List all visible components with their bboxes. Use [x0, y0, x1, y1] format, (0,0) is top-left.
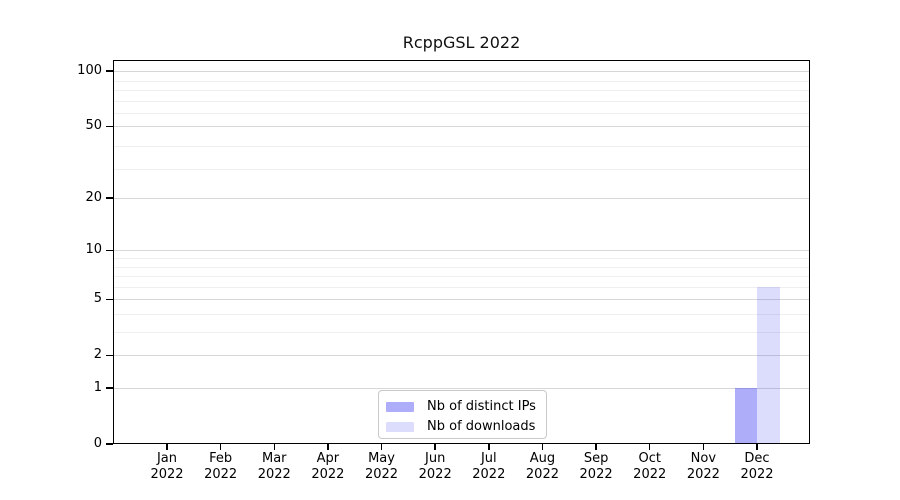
legend-item-distinct-ips: Nb of distinct IPs [385, 398, 540, 415]
x-tick-label-year: 2022 [311, 467, 345, 482]
bars-layer [113, 60, 810, 444]
y-tick-mark [106, 387, 113, 389]
y-tick-mark [106, 443, 113, 445]
y-tick-mark [106, 354, 113, 356]
legend: Nb of distinct IPs Nb of downloads [378, 390, 547, 439]
y-tick-mark [106, 125, 113, 128]
x-tick-label: Apr 2022 [293, 451, 363, 483]
x-tick-label: Jan 2022 [132, 451, 202, 483]
x-tick-label-year: 2022 [633, 467, 667, 482]
x-tick-label-year: 2022 [472, 467, 506, 482]
x-tick-label-month: Jun [425, 451, 446, 466]
x-tick-mark [648, 444, 651, 450]
x-tick-mark [380, 444, 383, 450]
gridline-major [113, 298, 810, 300]
x-tick-label-year: 2022 [204, 467, 238, 482]
x-tick-label-year: 2022 [525, 467, 559, 482]
y-tick-label: 100 [77, 63, 102, 79]
gridline-minor [113, 112, 810, 114]
y-tick-mark [106, 249, 113, 252]
x-tick-label: Feb 2022 [186, 451, 256, 483]
gridline-minor [113, 313, 810, 315]
legend-label-distinct-ips: Nb of distinct IPs [427, 399, 536, 414]
y-tick-label: 10 [85, 242, 102, 258]
y-tick-label: 20 [85, 190, 102, 206]
x-tick-label-month: May [368, 451, 395, 466]
x-tick-label-year: 2022 [579, 467, 613, 482]
y-tick-label: 50 [85, 118, 102, 134]
legend-swatch-distinct-ips [386, 401, 414, 412]
gridline-minor [113, 275, 810, 277]
x-tick-label-month: Mar [262, 451, 287, 466]
legend-item-downloads: Nb of downloads [385, 418, 540, 435]
x-tick-label: Mar 2022 [239, 451, 309, 483]
legend-swatch-downloads [386, 421, 414, 432]
gridline-major [113, 197, 810, 199]
gridline-minor [113, 145, 810, 147]
x-tick-label-month: Aug [529, 451, 556, 466]
gridline-minor [113, 286, 810, 288]
x-tick-label-month: Jan [156, 451, 178, 466]
x-tick-label-year: 2022 [364, 467, 399, 482]
gridline-major [113, 249, 810, 251]
x-tick-mark [327, 444, 329, 450]
y-tick-label: 5 [93, 291, 102, 307]
x-tick-label-year: 2022 [418, 467, 452, 482]
x-tick-mark [756, 444, 758, 450]
grid-layer [113, 60, 810, 444]
x-tick-label-month: Dec [744, 451, 770, 466]
x-tick-label-year: 2022 [150, 467, 184, 482]
x-tick-label-year: 2022 [686, 467, 720, 482]
x-tick-mark [434, 444, 436, 450]
x-tick-label: Jun 2022 [400, 451, 470, 483]
y-tick-mark [106, 70, 113, 72]
x-tick-mark [595, 444, 597, 450]
x-tick-mark [541, 444, 544, 450]
gridline-minor [113, 80, 810, 82]
x-tick-label: Sep 2022 [561, 451, 631, 483]
x-tick-mark [166, 444, 168, 450]
x-tick-label-month: Jul [480, 451, 497, 466]
x-tick-mark [702, 444, 705, 450]
x-tick-label-month: Nov [690, 451, 717, 466]
gridline-major [113, 387, 810, 389]
gridline-major [113, 70, 810, 72]
gridline-minor [113, 266, 810, 268]
x-tick-label: Jul 2022 [454, 451, 524, 483]
gridline-minor [113, 89, 810, 91]
x-tick-label: May 2022 [347, 451, 417, 483]
x-tick-label: Nov 2022 [668, 451, 738, 483]
x-tick-label: Dec 2022 [722, 451, 792, 483]
x-tick-label-month: Sep [583, 451, 609, 466]
x-tick-mark [273, 444, 276, 450]
y-tick-label: 1 [93, 380, 102, 395]
gridline-minor [113, 168, 810, 170]
bar-distinct-ips-dec-2022 [734, 388, 757, 444]
y-tick-label: 0 [93, 436, 102, 451]
x-tick-label-month: Apr [316, 451, 340, 466]
x-tick-mark [488, 444, 490, 450]
x-tick-label-year: 2022 [257, 467, 291, 482]
chart-title: RcppGSL 2022 [402, 33, 521, 52]
x-tick-label: Aug 2022 [507, 451, 577, 483]
legend-label-downloads: Nb of downloads [427, 419, 536, 434]
plot-area: Nb of distinct IPs Nb of downloads [113, 60, 810, 444]
x-tick-mark [219, 444, 222, 450]
gridline-minor [113, 100, 810, 102]
gridline-minor [113, 331, 810, 333]
y-tick-mark [106, 197, 113, 199]
x-tick-label-month: Feb [209, 451, 233, 466]
x-tick-label: Oct 2022 [615, 451, 685, 483]
y-tick-mark [106, 298, 113, 300]
x-tick-label-year: 2022 [740, 467, 774, 482]
gridline-major [113, 354, 810, 356]
bar-downloads-dec-2022 [757, 286, 780, 444]
gridline-minor [113, 257, 810, 259]
x-tick-label-month: Oct [638, 451, 661, 466]
gridline-major [113, 125, 810, 127]
y-tick-label: 2 [93, 347, 102, 363]
